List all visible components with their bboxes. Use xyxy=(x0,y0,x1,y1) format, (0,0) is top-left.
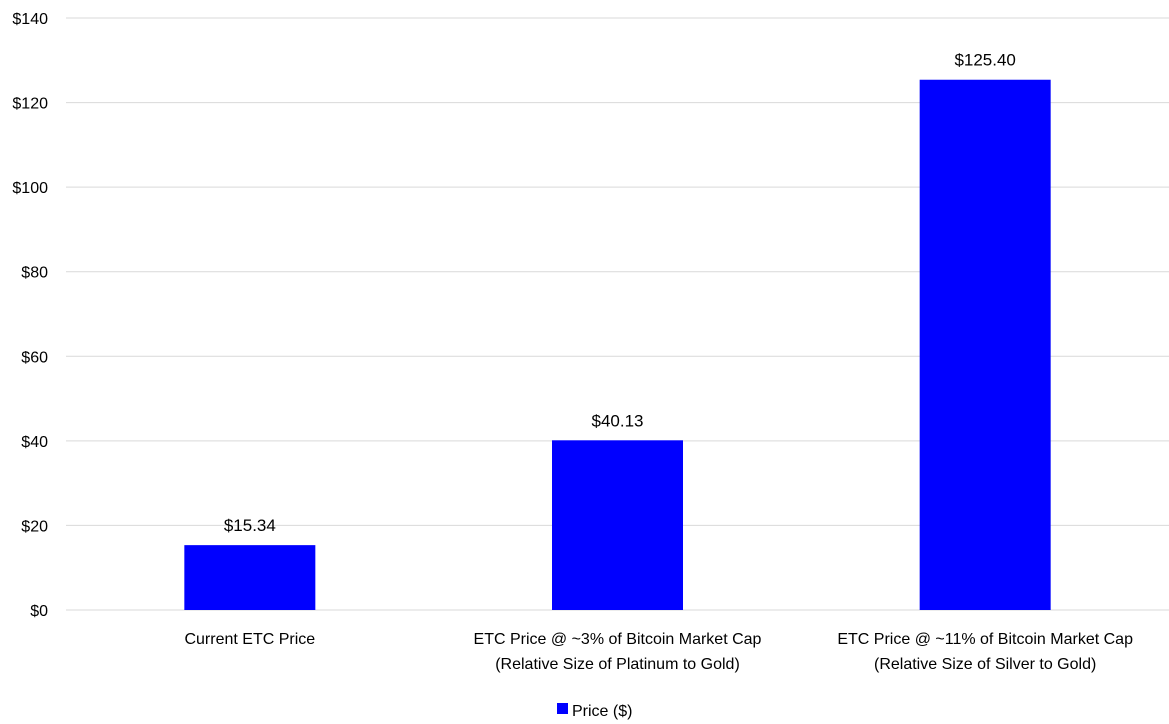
bar xyxy=(552,440,683,610)
x-axis-categories: Current ETC Price ETC Price @ ~3% of Bitc… xyxy=(184,631,1133,673)
x-category-label: Current ETC Price xyxy=(184,631,315,648)
data-label: $15.34 xyxy=(224,516,276,535)
data-labels: $15.34 $40.13 $125.40 xyxy=(224,51,1016,535)
legend: Price ($) xyxy=(557,703,632,720)
y-tick-label: $60 xyxy=(21,349,48,366)
y-tick-label: $100 xyxy=(12,180,48,197)
x-category-label: (Relative Size of Platinum to Gold) xyxy=(495,656,740,673)
x-category-label: ETC Price @ ~11% of Bitcoin Market Cap xyxy=(837,631,1133,648)
y-tick-label: $20 xyxy=(21,518,48,535)
legend-swatch xyxy=(557,703,568,714)
bar xyxy=(184,545,316,610)
data-label: $40.13 xyxy=(592,411,644,430)
y-tick-label: $140 xyxy=(12,11,48,28)
x-category-label: ETC Price @ ~3% of Bitcoin Market Cap xyxy=(474,631,762,648)
x-category-label: (Relative Size of Silver to Gold) xyxy=(874,656,1096,673)
data-label: $125.40 xyxy=(954,51,1015,70)
bars xyxy=(184,79,1051,611)
legend-label: Price ($) xyxy=(572,703,632,720)
y-tick-label: $120 xyxy=(12,96,48,113)
y-tick-label: $40 xyxy=(21,434,48,451)
y-tick-label: $80 xyxy=(21,265,48,282)
bar xyxy=(919,79,1051,611)
y-axis-ticks: $0 $20 $40 $60 $80 $100 $120 $140 xyxy=(12,11,48,620)
y-tick-label: $0 xyxy=(30,603,48,620)
